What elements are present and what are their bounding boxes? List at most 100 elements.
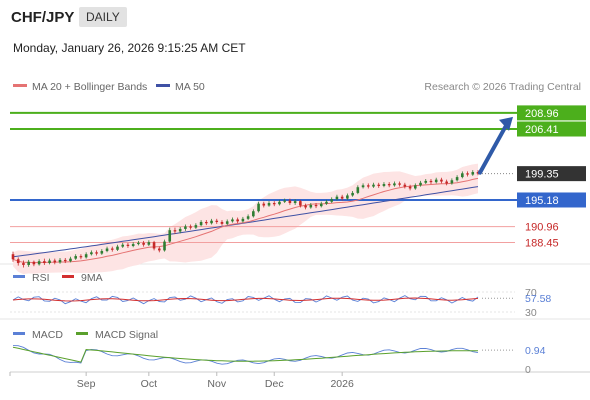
candle-body	[272, 203, 276, 205]
candle-body	[147, 242, 151, 245]
rsi-tick-30: 30	[525, 307, 537, 319]
candle-body	[84, 254, 88, 258]
x-axis-month-label: Nov	[207, 378, 226, 390]
candle-body	[116, 246, 119, 250]
macd-signal-legend-swatch	[76, 332, 88, 335]
rsi-legend-swatch	[13, 275, 25, 278]
candle-body	[408, 186, 412, 189]
macd-value-label: 0.94	[525, 345, 546, 357]
candle-body	[43, 261, 46, 264]
candle-body	[79, 256, 83, 258]
candle-body	[434, 179, 438, 183]
candle-body	[414, 185, 417, 189]
candle-body	[288, 200, 292, 204]
candle-body	[377, 184, 381, 186]
bollinger-band	[13, 163, 478, 275]
candle-body	[356, 187, 360, 193]
candle-body	[105, 248, 109, 252]
candle-body	[252, 211, 255, 217]
candle-body	[90, 252, 93, 255]
forecast-arrow-head	[499, 116, 513, 131]
candle-body	[32, 261, 36, 265]
forecast-arrow-shaft	[478, 121, 509, 175]
candle-body	[16, 259, 20, 264]
candle-body	[445, 181, 448, 184]
candle-body	[461, 173, 464, 178]
candle-body	[11, 254, 15, 260]
macd-legend-swatch	[13, 332, 25, 335]
candle-body	[366, 185, 370, 187]
target-level-label: 208.96	[525, 108, 559, 120]
candle-body	[314, 204, 318, 207]
rsi-legend-label: RSI	[32, 272, 50, 284]
rsi-ma-legend-swatch	[62, 275, 74, 278]
candle-body	[173, 230, 177, 232]
candle-body	[163, 241, 166, 251]
candle-body	[48, 260, 51, 264]
candle-body	[126, 244, 130, 246]
candle-body	[53, 260, 57, 263]
candle-body	[184, 226, 187, 229]
candle-body	[215, 220, 219, 222]
candle-body	[372, 184, 375, 187]
candle-body	[398, 183, 401, 185]
ma20-legend-label: MA 20 + Bollinger Bands	[32, 81, 147, 93]
candle-body	[63, 259, 67, 262]
candle-body	[351, 192, 354, 196]
candle-body	[110, 248, 114, 250]
candle-body	[471, 172, 475, 175]
support-level-label: 188.45	[525, 238, 559, 250]
candle-body	[189, 226, 192, 228]
candle-body	[69, 258, 72, 262]
candle-body	[455, 177, 459, 181]
candle-body	[199, 221, 203, 226]
candle-body	[361, 185, 365, 188]
candle-body	[205, 221, 208, 224]
candle-body	[225, 221, 229, 224]
candle-body	[476, 172, 480, 174]
ma50-line	[12, 186, 479, 258]
candle-body	[293, 201, 297, 204]
candle-body	[419, 182, 422, 186]
x-axis-month-label: Sep	[77, 378, 96, 390]
candle-body	[330, 199, 334, 202]
macd-signal-line	[12, 346, 478, 363]
candle-body	[241, 218, 245, 222]
candle-body	[194, 225, 198, 228]
rsi-ma-line	[12, 297, 479, 302]
candle-body	[450, 180, 454, 184]
candle-body	[440, 179, 443, 182]
candle-body	[95, 252, 98, 254]
candle-body	[346, 195, 349, 199]
candle-body	[246, 216, 250, 219]
candle-body	[299, 201, 302, 206]
x-axis-month-label: Oct	[141, 378, 157, 390]
candle-body	[27, 261, 30, 265]
candle-body	[283, 200, 286, 202]
candle-body	[466, 173, 469, 175]
candle-body	[157, 248, 161, 251]
source-credit: Research © 2026 Trading Central	[424, 81, 581, 93]
rsi-ma-legend-label: 9MA	[81, 272, 103, 284]
candle-body	[131, 244, 135, 246]
candle-body	[267, 203, 271, 206]
candle-body	[137, 242, 140, 245]
candle-body	[335, 196, 339, 200]
pivot-level-box	[517, 192, 586, 208]
candle-body	[236, 219, 239, 222]
candle-body	[257, 203, 260, 212]
pivot-level-label: 195.18	[525, 195, 559, 207]
candle-body	[325, 201, 328, 204]
candle-body	[220, 221, 224, 224]
candle-body	[210, 220, 213, 224]
candle-body	[319, 203, 323, 207]
candle-body	[393, 183, 396, 186]
timeframe-badge[interactable]: DAILY	[79, 7, 127, 27]
target-level-label: 206.41	[525, 124, 559, 136]
candle-body	[403, 184, 407, 187]
candle-body	[304, 205, 307, 208]
candle-body	[58, 259, 62, 263]
candle-body	[424, 180, 428, 183]
candle-body	[152, 242, 156, 249]
